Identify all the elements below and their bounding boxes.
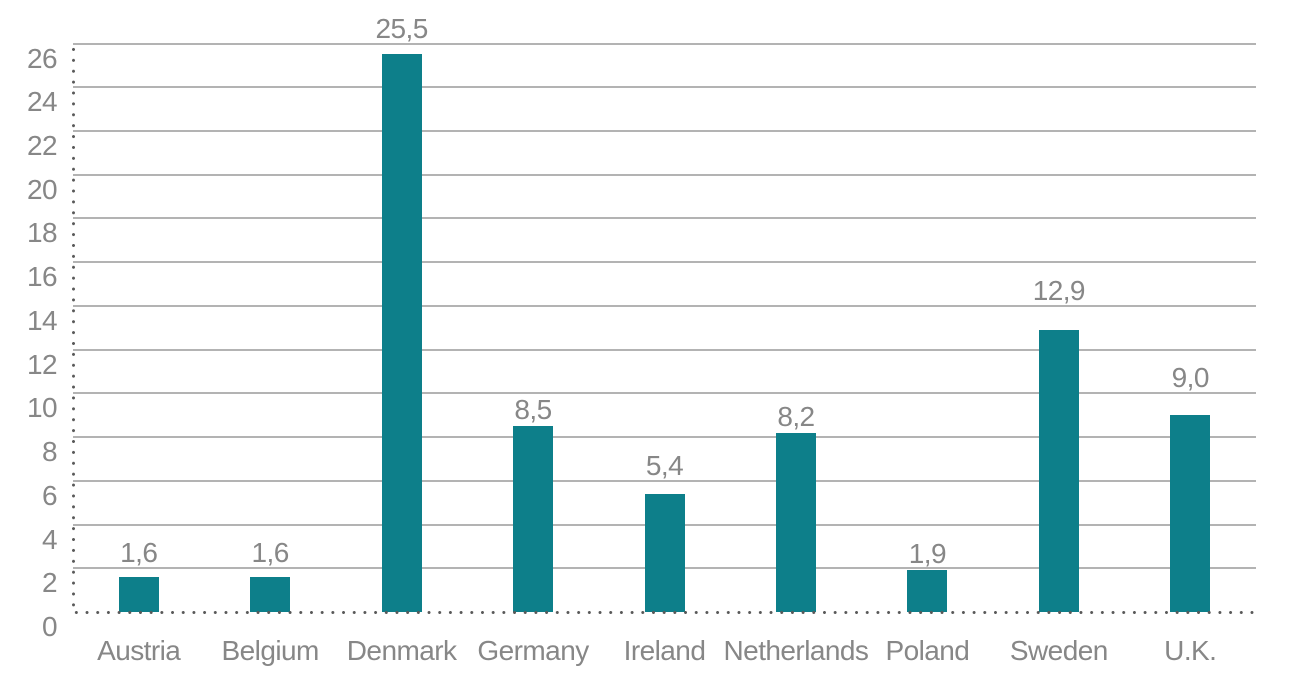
gridline-y-8 (73, 436, 1256, 439)
gridline-y-16 (73, 261, 1256, 264)
bar-poland (907, 570, 948, 612)
bar-value-label: 5,4 (645, 449, 684, 481)
bar-germany (513, 426, 554, 612)
bar-belgium (250, 577, 291, 612)
y-axis-dotted-line (71, 43, 75, 614)
y-tick-label-6: 6 (41, 479, 58, 511)
bar-value-label: 1,9 (908, 538, 947, 570)
gridline-y-14 (73, 304, 1256, 307)
bar-austria (118, 577, 159, 612)
y-tick-label-8: 8 (41, 436, 58, 468)
x-category-label: Germany (477, 635, 589, 666)
y-tick-label-16: 16 (26, 261, 58, 293)
gridline-y-24 (73, 86, 1256, 89)
y-tick-label-4: 4 (41, 523, 58, 555)
bar-value-label: 1,6 (251, 537, 290, 569)
bar-sweden (1038, 329, 1079, 612)
bar-value-label: 12,9 (1032, 274, 1086, 306)
x-axis-dotted-line (71, 610, 1256, 614)
y-tick-label-26: 26 (26, 42, 58, 74)
x-category-label: Sweden (1009, 635, 1108, 666)
bar-u-k- (1170, 415, 1211, 612)
x-category-label: U.K. (1164, 635, 1217, 666)
gridline-y-10 (73, 392, 1256, 395)
gridline-y-18 (73, 217, 1256, 220)
y-tick-label-2: 2 (41, 567, 58, 599)
y-tick-label-12: 12 (26, 348, 58, 380)
y-tick-label-24: 24 (26, 86, 58, 118)
x-category-label: Ireland (623, 635, 706, 666)
bar-value-label: 8,5 (514, 394, 552, 426)
y-tick-label-22: 22 (26, 129, 58, 161)
y-tick-label-18: 18 (26, 217, 58, 249)
bar-ireland (644, 493, 685, 612)
y-tick-label-20: 20 (26, 173, 58, 205)
x-category-label: Netherlands (723, 635, 869, 666)
gridline-y-22 (73, 129, 1256, 132)
gridline-y-26 (73, 42, 1256, 45)
x-category-label: Austria (97, 635, 181, 666)
bar-value-label: 8,2 (777, 400, 815, 432)
y-tick-label-0: 0 (41, 611, 58, 642)
x-category-label: Poland (885, 635, 970, 666)
bar-denmark (381, 54, 422, 612)
y-tick-label-10: 10 (26, 392, 58, 424)
x-category-label: Belgium (221, 635, 320, 666)
x-category-label: Denmark (346, 635, 457, 666)
gridline-y-6 (73, 479, 1256, 482)
bar-netherlands (775, 432, 816, 612)
gridline-y-20 (73, 173, 1256, 176)
bar-value-label: 9,0 (1171, 362, 1210, 394)
bar-value-label: 1,6 (120, 537, 158, 569)
y-tick-label-14: 14 (26, 304, 58, 336)
gridline-y-12 (73, 348, 1256, 351)
bar-value-label: 25,5 (375, 12, 428, 44)
